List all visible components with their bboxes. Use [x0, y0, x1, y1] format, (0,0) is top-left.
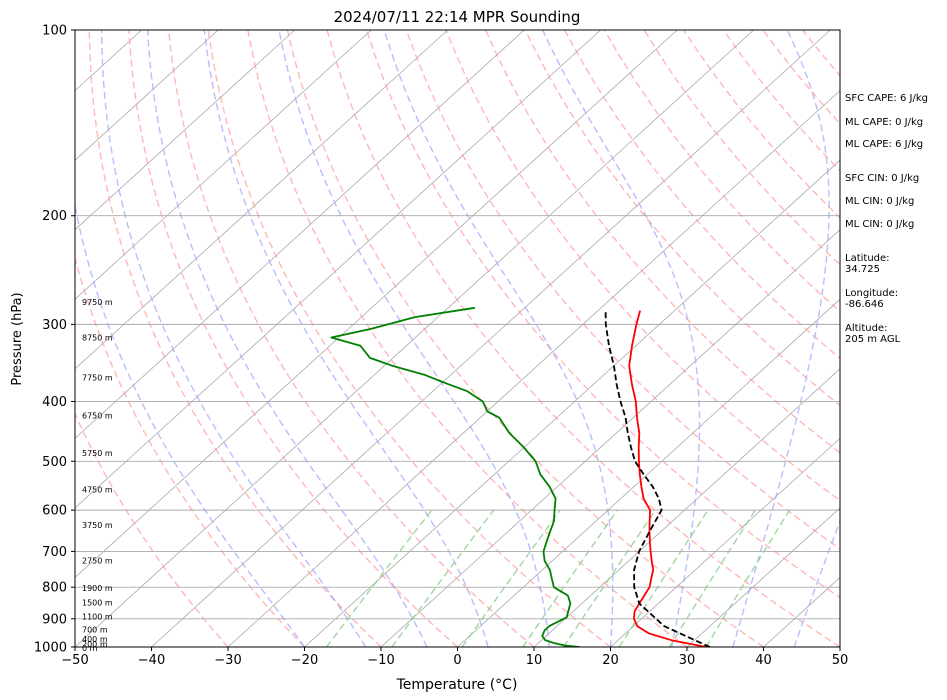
dry-adiabat-line: [88, 30, 382, 647]
x-tick-label: −50: [61, 653, 88, 668]
y-tick-label: 200: [42, 209, 67, 224]
isotherm-line: [75, 30, 448, 370]
height-label: 1500 m: [82, 598, 113, 607]
moist-adiabat-line: [383, 30, 614, 647]
y-tick-label: 1000: [34, 641, 67, 656]
x-tick-label: 50: [832, 653, 849, 668]
height-label: 5750 m: [82, 449, 113, 458]
dry-adiabat-line: [286, 30, 764, 647]
height-label: 2750 m: [82, 557, 113, 566]
mixing-ratio-line: [391, 509, 495, 647]
height-label: 6750 m: [82, 411, 113, 420]
height-label: 1100 m: [82, 612, 113, 621]
moist-adiabat-line: [732, 30, 830, 647]
x-tick-label: −20: [291, 653, 318, 668]
y-tick-label: 400: [42, 395, 67, 410]
x-axis-label: Temperature (°C): [396, 677, 518, 693]
height-label: 4750 m: [82, 486, 113, 495]
isotherm-line: [380, 229, 840, 647]
ml-cin-text: ML CIN: 0 J/kg: [845, 196, 915, 207]
isotherm-line: [75, 30, 372, 300]
dry-adiabat-line: [603, 30, 840, 313]
x-tick-label: −30: [214, 653, 241, 668]
dry-adiabat-line: [128, 30, 458, 647]
moist-adiabat-line: [75, 201, 306, 647]
x-tick-label: 0: [453, 653, 461, 668]
x-tick-label: −10: [367, 653, 394, 668]
height-label: 9750 m: [82, 298, 113, 307]
altitude-text: Altitude: 205 m AGL: [845, 323, 901, 345]
dry-adiabat-line: [326, 30, 840, 647]
isotherm-line: [533, 368, 840, 647]
dry-adiabat-line: [366, 30, 840, 599]
x-tick-label: 30: [679, 653, 696, 668]
isotherm-line: [610, 437, 840, 647]
moist-adiabat-line: [278, 30, 550, 647]
x-tick-label: −40: [138, 653, 165, 668]
dry-adiabat-line: [921, 30, 947, 647]
isotherm-line: [75, 30, 525, 439]
dry-adiabat-line: [564, 30, 840, 360]
height-label: 400 m: [82, 635, 108, 644]
isotherm-line: [151, 30, 831, 647]
isotherm-line: [75, 30, 601, 509]
x-tick-label: 10: [526, 653, 543, 668]
dry-adiabat-line: [445, 30, 840, 502]
height-label: 200 m: [82, 640, 108, 649]
y-tick-label: 900: [42, 612, 67, 627]
plot-frame: [74, 29, 841, 648]
dry-adiabat-line: [75, 411, 229, 647]
y-tick-label: 600: [42, 504, 67, 519]
mixing-ratio-line: [705, 509, 791, 647]
y-tick-label: 700: [42, 545, 67, 560]
isotherm-line: [227, 90, 840, 647]
profile-line-3: [604, 310, 711, 647]
isotherm-line: [75, 30, 295, 231]
sfc-cape-text: SFC CAPE: 6 J/kg: [845, 93, 928, 104]
height-label: 8750 m: [82, 333, 113, 342]
height-label: 0 m: [82, 644, 98, 653]
x-tick-label: 20: [602, 653, 619, 668]
ml-cape-2-text: ML CAPE: 6 J/kg: [845, 139, 924, 150]
dry-adiabat-line: [405, 30, 840, 550]
y-tick-label: 300: [42, 318, 67, 333]
isotherm-line: [304, 159, 840, 647]
mixing-ratio-line: [562, 509, 657, 647]
chart-title: 2024/07/11 22:14 MPR Sounding: [334, 8, 581, 26]
isotherm-line: [457, 298, 840, 647]
height-label: 7750 m: [82, 373, 113, 382]
dry-adiabat-line: [247, 30, 688, 647]
mixing-ratio-line: [325, 509, 433, 647]
dry-adiabat-line: [207, 30, 611, 647]
y-tick-label: 800: [42, 581, 67, 596]
latitude-text: Latitude: 34.725: [845, 253, 890, 275]
dry-adiabat-line: [167, 30, 535, 647]
longitude-text: Longitude: -86.646: [845, 288, 899, 310]
mixing-ratio-line: [668, 509, 756, 647]
y-axis-label: Pressure (hPa): [10, 292, 25, 385]
height-label: 3750 m: [82, 521, 113, 530]
y-tick-label: 500: [42, 455, 67, 470]
x-tick-label: 40: [755, 653, 772, 668]
height-label: 700 m: [82, 625, 108, 634]
moist-adiabat-line: [541, 30, 701, 647]
mixing-ratio-line: [461, 509, 561, 647]
ml-cin-2-text: ML CIN: 0 J/kg: [845, 219, 915, 230]
moist-adiabat-line: [203, 30, 489, 647]
isotherm-line: [686, 507, 840, 647]
isotherm-line: [75, 30, 754, 647]
profile-line-1: [628, 310, 707, 647]
moist-adiabat-line: [100, 30, 367, 647]
profile-line-2: [330, 306, 580, 647]
moist-adiabat-line: [793, 519, 840, 647]
mixing-ratio-line: [522, 509, 618, 647]
height-label: 1900 m: [82, 584, 113, 593]
moist-adiabat-line: [146, 30, 428, 647]
isotherm-line: [75, 30, 219, 161]
sfc-cin-text: SFC CIN: 0 J/kg: [845, 173, 920, 184]
y-tick-label: 100: [42, 24, 67, 39]
ml-cape-text: ML CAPE: 0 J/kg: [845, 117, 924, 128]
dry-adiabat-line: [75, 255, 306, 647]
